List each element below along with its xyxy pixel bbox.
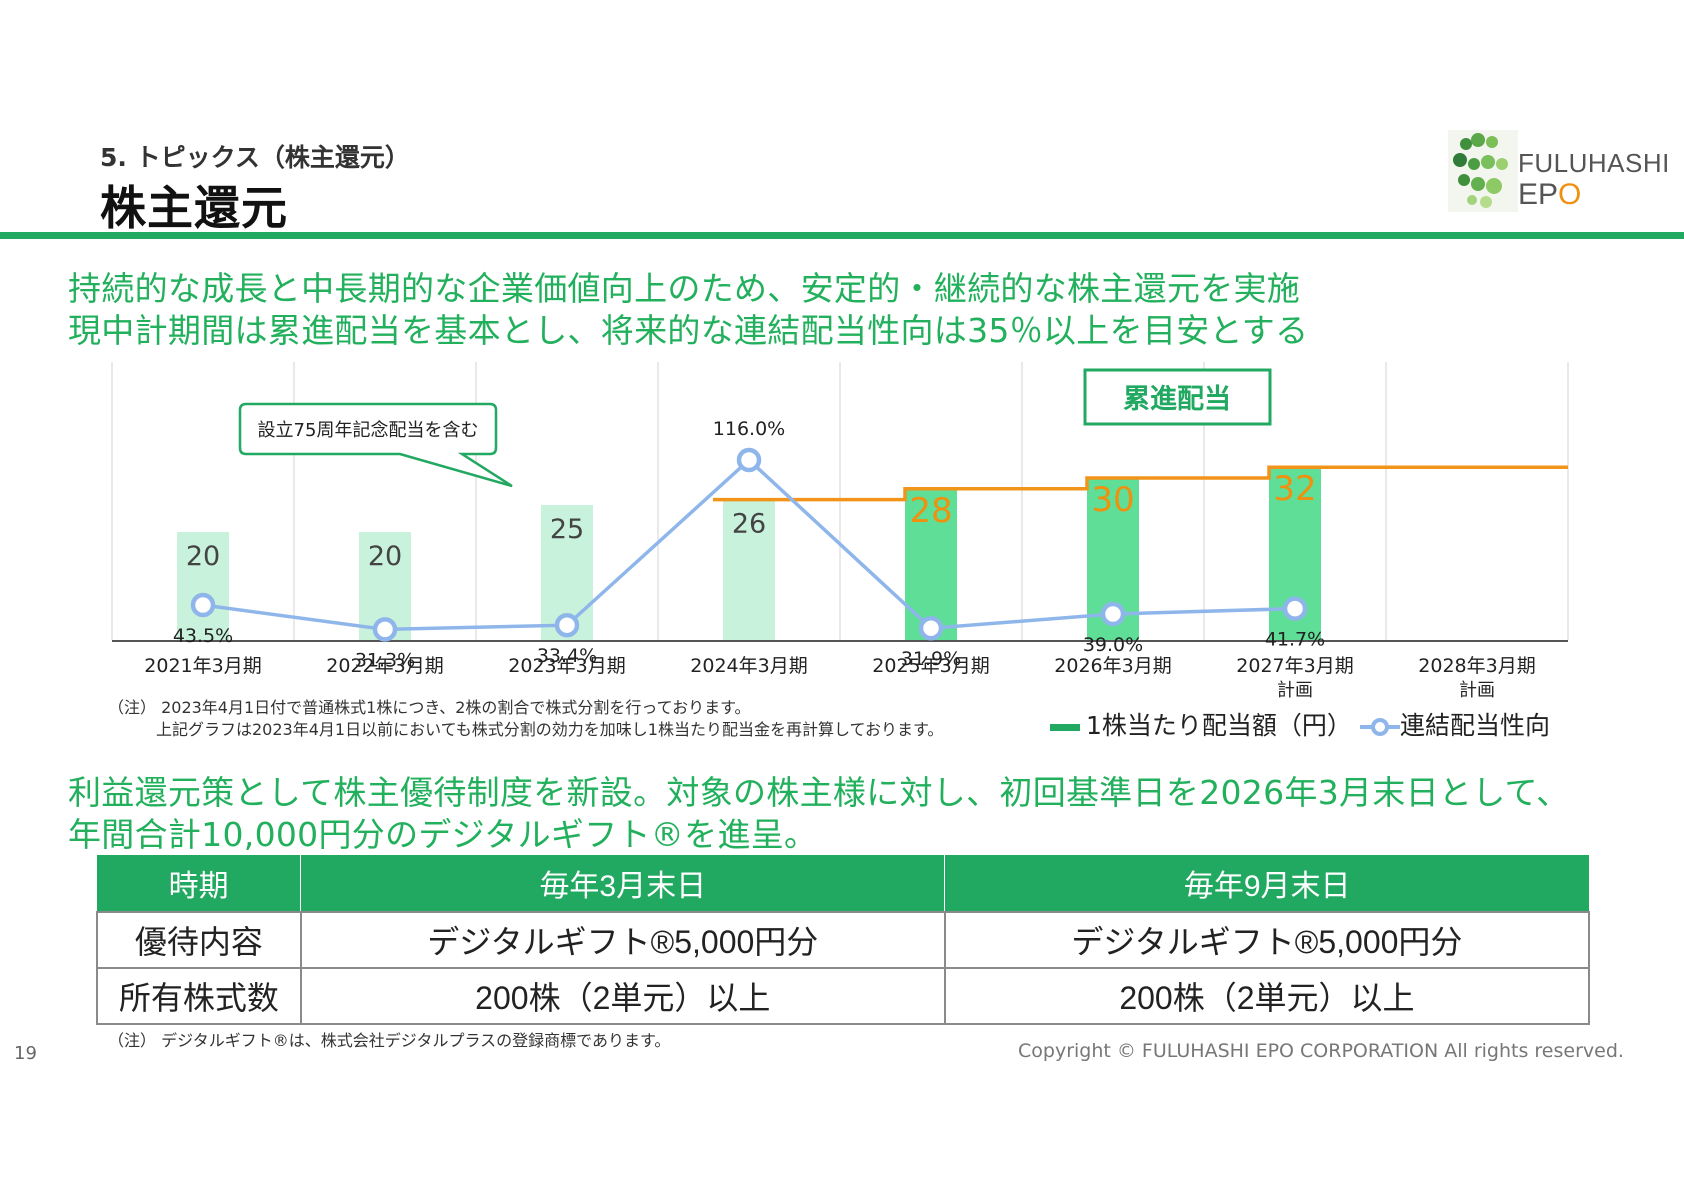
table-cell: 200株（2単元）以上 <box>299 967 946 1025</box>
shareholder-benefit-table: 時期 毎年3月末日 毎年9月末日 優待内容 デジタルギフト®5,000円分 デジ… <box>96 855 1591 1025</box>
anniversary-callout: 設立75周年記念配当を含む <box>238 402 513 488</box>
bar-value-label: 26 <box>732 509 766 540</box>
x-tick-label: 2027年3月期 <box>1236 655 1353 677</box>
table-row: 優待内容 デジタルギフト®5,000円分 デジタルギフト®5,000円分 <box>96 911 1591 969</box>
table-header-period: 時期 <box>97 855 302 912</box>
bar-value-label: 25 <box>550 514 584 545</box>
ratio-point <box>190 592 216 618</box>
logo-name-line2a: EP <box>1518 178 1559 211</box>
progressive-dividend-label-box: 累進配当 <box>1083 368 1272 426</box>
ratio-point <box>1100 601 1126 627</box>
table-header-september: 毎年9月末日 <box>944 855 1589 912</box>
logo-name-line2b: O <box>1558 178 1582 211</box>
table-cell: デジタルギフト®5,000円分 <box>943 911 1591 969</box>
ratio-value-label: 116.0% <box>713 418 785 440</box>
table-cell-label: 所有株式数 <box>96 967 302 1025</box>
x-tick-label: 2022年3月期 <box>326 655 443 677</box>
x-tick-label: 2028年3月期 <box>1418 655 1535 677</box>
table-cell: 200株（2単元）以上 <box>943 967 1591 1025</box>
ratio-point <box>918 615 944 641</box>
table-row: 所有株式数 200株（2単元）以上 200株（2単元）以上 <box>96 967 1591 1025</box>
header-divider <box>0 232 1684 239</box>
legend-line-label: 連結配当性向 <box>1400 711 1551 740</box>
x-tick-label: 2024年3月期 <box>690 655 807 677</box>
x-tick-label: 2026年3月期 <box>1054 655 1171 677</box>
ratio-point <box>1282 596 1308 621</box>
copyright-text: Copyright © FULUHASHI EPO CORPORATION Al… <box>1018 1040 1624 1062</box>
ratio-point <box>372 617 398 642</box>
lead-line-1: 持続的な成長と中長期的な企業価値向上のため、安定的・継続的な株主還元を実施 <box>68 269 1301 308</box>
callout-text: 設立75周年記念配当を含む <box>258 419 479 441</box>
table-header-row: 時期 毎年3月末日 毎年9月末日 <box>97 855 1589 912</box>
bar-value-label: 32 <box>1273 469 1316 509</box>
page-number: 19 <box>14 1043 37 1064</box>
x-tick-label: 2021年3月期 <box>144 655 261 677</box>
progressive-dividend-label: 累進配当 <box>1123 384 1231 415</box>
ratio-value-label: 43.5% <box>173 625 233 647</box>
ratio-value-label: 31.3% <box>355 649 415 671</box>
chart-note-line-2: 上記グラフは2023年4月1日以前においても株式分割の効力を加味し1株当たり配当… <box>156 720 944 739</box>
ratio-value-label: 39.0% <box>1083 634 1143 656</box>
legend-bars-label: 1株当たり配当額（円） <box>1086 711 1352 740</box>
table-header-march: 毎年3月末日 <box>300 855 946 912</box>
x-tick-label: 2023年3月期 <box>508 655 625 677</box>
chart-note-line-1: （注） 2023年4月1日付で普通株式1株につき、2株の割合で株式分割を行ってお… <box>108 698 751 717</box>
ratio-value-label: 33.4% <box>537 645 597 667</box>
dividend-chart: 2021年3月期 2022年3月期 2023年3月期 2024年3月期 2025年3月期… <box>111 362 1569 701</box>
logo-name-line1: FULUHASHI <box>1518 148 1670 178</box>
bar <box>905 488 957 640</box>
table-cell-label: 優待内容 <box>96 911 302 969</box>
ratio-value-label: 41.7% <box>1265 629 1325 651</box>
legend-bars: 1株当たり配当額（円） <box>1050 706 1352 740</box>
x-tick-sublabel: 計画 <box>1459 680 1495 701</box>
payout-ratio-line <box>190 447 1308 642</box>
footer-note: （注） デジタルギフト®は、株式会社デジタルプラスの登録商標であります。 <box>108 1031 671 1050</box>
ratio-value-label: 31.9% <box>901 648 961 670</box>
legend-line: 連結配当性向 <box>1360 706 1550 740</box>
table-cell: デジタルギフト®5,000円分 <box>299 911 946 969</box>
benefit-line-1: 利益還元策として株主優待制度を新設。対象の株主様に対し、初回基準日を2026年3… <box>68 773 1570 812</box>
lead-line-2: 現中計期間は累進配当を基本とし、将来的な連結配当性向は35％以上を目安とする <box>68 311 1309 350</box>
bar-series <box>177 467 1321 640</box>
bar-value-label: 30 <box>1091 480 1134 520</box>
bar-value-label: 20 <box>368 541 402 572</box>
chart-labels: 2021年3月期 2022年3月期 2023年3月期 2024年3月期 2025年3月期… <box>144 418 1535 701</box>
logo-mark-icon <box>1448 130 1518 212</box>
x-tick-sublabel: 計画 <box>1277 680 1313 701</box>
page-title: 株主還元 <box>100 181 288 235</box>
section-subtitle: 5. トピックス（株主還元） <box>100 143 410 172</box>
ratio-point <box>736 447 762 473</box>
bar-value-label: 28 <box>909 491 952 531</box>
step-line <box>713 465 1568 502</box>
bar <box>177 532 229 640</box>
legend-line-swatch-icon <box>1360 718 1400 736</box>
progressive-dividend-line <box>713 465 1568 502</box>
bar-value-label: 20 <box>186 541 220 572</box>
benefit-line-2: 年間合計10,000円分のデジタルギフト®を進呈。 <box>68 815 818 854</box>
legend-bar-swatch <box>1050 723 1080 731</box>
bar <box>723 499 775 640</box>
ratio-point <box>554 612 580 638</box>
company-logo: FULUHASHI EPO <box>1448 130 1669 212</box>
x-tick-label: 2025年3月期 <box>872 655 989 677</box>
